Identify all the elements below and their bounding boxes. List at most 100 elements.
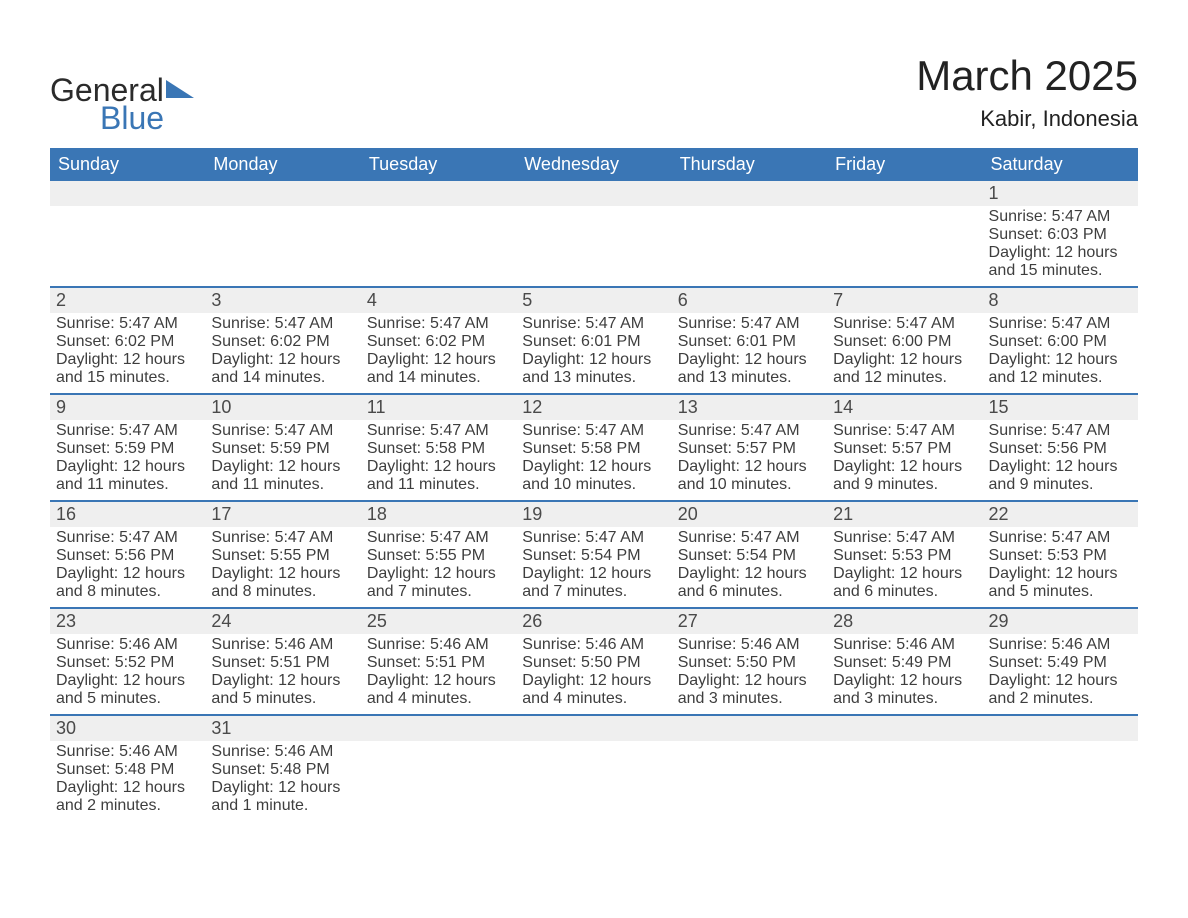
col-saturday: Saturday: [983, 148, 1138, 181]
day-cell: Sunrise: 5:46 AMSunset: 5:48 PMDaylight:…: [50, 741, 205, 821]
day-number: 22: [983, 502, 1138, 527]
day-sunset: Sunset: 5:49 PM: [989, 654, 1132, 672]
day-cell: [516, 741, 671, 821]
day-day1: Daylight: 12 hours: [989, 458, 1132, 476]
day-number: 6: [672, 288, 827, 313]
day-number: 2: [50, 288, 205, 313]
day-day2: and 13 minutes.: [678, 369, 821, 387]
day-number: [205, 181, 360, 206]
day-day2: and 2 minutes.: [989, 690, 1132, 708]
daynum-strip: 9101112131415: [50, 395, 1138, 420]
week-row: 16171819202122Sunrise: 5:47 AMSunset: 5:…: [50, 500, 1138, 607]
day-cell: Sunrise: 5:47 AMSunset: 5:58 PMDaylight:…: [361, 420, 516, 500]
day-day1: Daylight: 12 hours: [678, 458, 821, 476]
day-day1: Daylight: 12 hours: [56, 565, 199, 583]
day-sunset: Sunset: 5:58 PM: [522, 440, 665, 458]
day-cell: Sunrise: 5:47 AMSunset: 6:01 PMDaylight:…: [516, 313, 671, 393]
daybody-row: Sunrise: 5:47 AM Sunset: 5:59 PM Daylight:…: [50, 420, 1138, 500]
day-sunset: Sunset: 5:59 PM: [56, 440, 199, 458]
day-cell: Sunrise: 5:47 AMSunset: 6:01 PMDaylight:…: [672, 313, 827, 393]
day-sunrise: Sunrise: 5:46 AM: [989, 636, 1132, 654]
day-day1: Daylight: 12 hours: [367, 351, 510, 369]
day-number: 28: [827, 609, 982, 634]
brand-triangle-icon: [166, 80, 194, 98]
day-number: 23: [50, 609, 205, 634]
day-cell: Sunrise: 5:46 AMSunset: 5:51 PMDaylight:…: [205, 634, 360, 714]
day-sunset: Sunset: 5:55 PM: [367, 547, 510, 565]
day-day1: Daylight: 12 hours: [56, 779, 199, 797]
day-day2: and 7 minutes.: [367, 583, 510, 601]
day-cell: [672, 206, 827, 286]
day-day1: Daylight: 12 hours: [211, 672, 354, 690]
day-number: 13: [672, 395, 827, 420]
day-day1: Daylight: 12 hours: [211, 351, 354, 369]
day-number: 14: [827, 395, 982, 420]
day-sunrise: Sunrise: 5:47 AM: [522, 529, 665, 547]
day-number: [361, 181, 516, 206]
day-day1: Daylight: 12 hours: [989, 565, 1132, 583]
day-day1: Daylight: 12 hours: [989, 672, 1132, 690]
day-cell: Sunrise: 5:47 AMSunset: 5:58 PMDaylight:…: [516, 420, 671, 500]
day-sunrise: Sunrise: 5:47 AM: [833, 422, 976, 440]
title-block: March 2025 Kabir, Indonesia: [916, 52, 1138, 132]
brand-line2: Blue: [100, 102, 164, 134]
daynum-strip: 23242526272829: [50, 609, 1138, 634]
day-number: 12: [516, 395, 671, 420]
day-sunrise: Sunrise: 5:46 AM: [678, 636, 821, 654]
page-title: March 2025: [916, 52, 1138, 100]
daybody-row: Sunrise: 5:47 AMSunset: 6:03 PMDaylight:…: [50, 206, 1138, 286]
daynum-strip: 16171819202122: [50, 502, 1138, 527]
day-day1: Daylight: 12 hours: [678, 351, 821, 369]
daybody-row: Sunrise: 5:47 AMSunset: 5:56 PMDaylight:…: [50, 527, 1138, 607]
day-day2: and 6 minutes.: [678, 583, 821, 601]
day-cell: [827, 741, 982, 821]
day-sunset: Sunset: 6:02 PM: [211, 333, 354, 351]
day-day2: and 5 minutes.: [989, 583, 1132, 601]
day-sunrise: Sunrise: 5:46 AM: [367, 636, 510, 654]
day-sunset: Sunset: 5:56 PM: [989, 440, 1132, 458]
day-number: [361, 716, 516, 741]
day-sunrise: Sunrise: 5:47 AM: [56, 529, 199, 547]
daynum-strip: 2345678: [50, 288, 1138, 313]
day-sunset: Sunset: 5:54 PM: [678, 547, 821, 565]
day-number: 21: [827, 502, 982, 527]
brand-text: General Blue: [50, 74, 164, 134]
day-day1: Daylight: 12 hours: [56, 672, 199, 690]
col-wednesday: Wednesday: [516, 148, 671, 181]
day-sunrise: Sunrise: 5:47 AM: [367, 315, 510, 333]
day-day2: and 1 minute.: [211, 797, 354, 815]
day-sunset: Sunset: 5:58 PM: [367, 440, 510, 458]
day-day1: Daylight: 12 hours: [522, 672, 665, 690]
day-day2: and 11 minutes.: [367, 476, 510, 494]
day-sunrise: Sunrise: 5:47 AM: [522, 422, 665, 440]
day-day1: Daylight: 12 hours: [833, 458, 976, 476]
day-cell: Sunrise: 5:46 AMSunset: 5:48 PMDaylight:…: [205, 741, 360, 821]
day-number: [983, 716, 1138, 741]
daynum-strip: 1: [50, 181, 1138, 206]
day-day2: and 15 minutes.: [989, 262, 1132, 280]
week-row: 1Sunrise: 5:47 AMSunset: 6:03 PMDaylight…: [50, 181, 1138, 286]
day-sunrise: Sunrise: 5:47 AM: [989, 208, 1132, 226]
daybody-row: Sunrise: 5:46 AMSunset: 5:52 PMDaylight:…: [50, 634, 1138, 714]
day-day2: and 14 minutes.: [367, 369, 510, 387]
day-cell: Sunrise: 5:46 AMSunset: 5:52 PMDaylight:…: [50, 634, 205, 714]
week-row: 9101112131415Sunrise: 5:47 AMSunset: 5:5…: [50, 393, 1138, 500]
day-cell: Sunrise: 5:47 AMSunset: 5:57 PMDaylight:…: [672, 420, 827, 500]
day-number: 20: [672, 502, 827, 527]
weeks-container: 1Sunrise: 5:47 AMSunset: 6:03 PMDaylight…: [50, 181, 1138, 821]
day-cell: Sunrise: 5:47 AMSunset: 5:55 PMDaylight:…: [361, 527, 516, 607]
day-day1: Daylight: 12 hours: [522, 351, 665, 369]
day-day1: Daylight: 12 hours: [678, 672, 821, 690]
day-cell: Sunrise: 5:46 AMSunset: 5:50 PMDaylight:…: [516, 634, 671, 714]
day-day2: and 2 minutes.: [56, 797, 199, 815]
day-day2: and 5 minutes.: [56, 690, 199, 708]
day-cell: [50, 206, 205, 286]
day-day2: and 8 minutes.: [56, 583, 199, 601]
day-day1: Daylight: 12 hours: [678, 565, 821, 583]
col-thursday: Thursday: [672, 148, 827, 181]
day-number: 15: [983, 395, 1138, 420]
week-row: 23242526272829Sunrise: 5:46 AMSunset: 5:…: [50, 607, 1138, 714]
day-sunset: Sunset: 5:57 PM: [678, 440, 821, 458]
col-sunday: Sunday: [50, 148, 205, 181]
day-day2: and 5 minutes.: [211, 690, 354, 708]
